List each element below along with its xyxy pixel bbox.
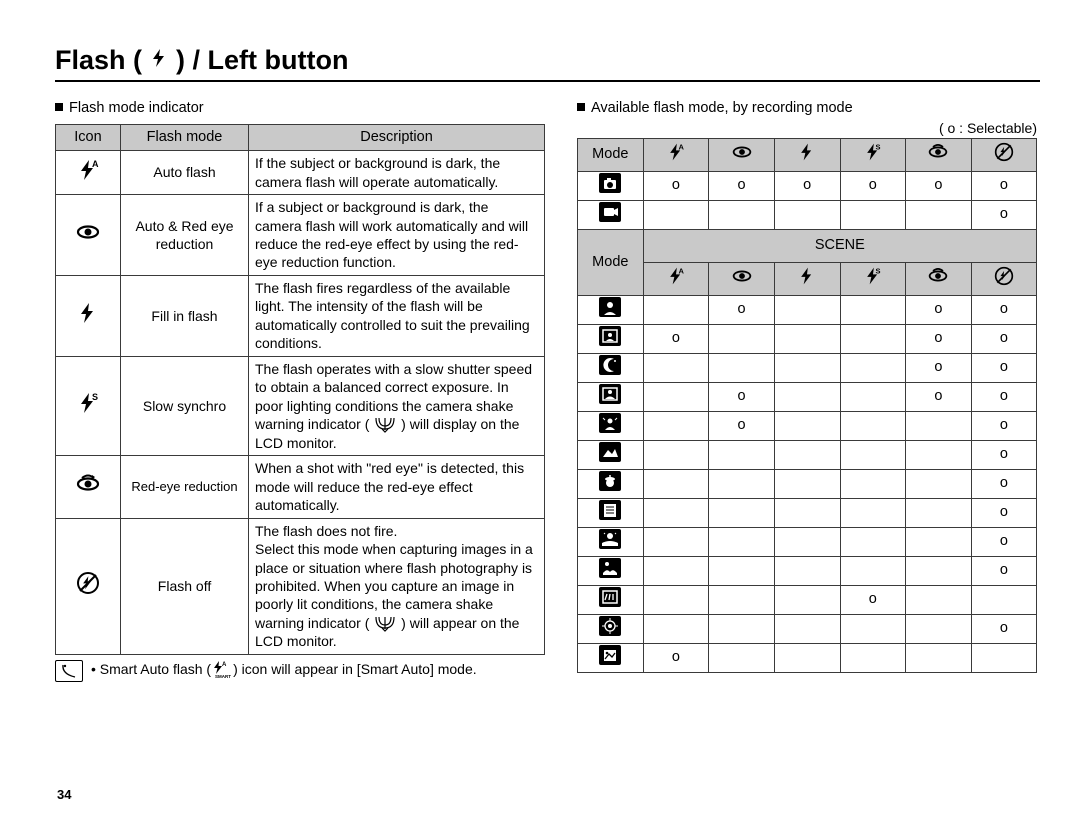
flash-desc-cell: If a subject or background is dark, the … <box>249 195 545 276</box>
flash-mode-cell: Auto flash <box>121 151 249 195</box>
svg-text:S: S <box>875 142 880 151</box>
flash-desc-cell: The flash operates with a slow shutter s… <box>249 356 545 455</box>
col-mode: Flash mode <box>121 125 249 151</box>
left-heading: Flash mode indicator <box>55 100 545 116</box>
flash-desc-cell: When a shot with "red eye" is detected, … <box>249 456 545 518</box>
page-number: 34 <box>57 787 71 802</box>
svg-text:A: A <box>678 142 684 151</box>
flash-desc-cell: The flash does not fire.Select this mode… <box>249 518 545 654</box>
smart-auto-note: • Smart Auto flash (ASMART) icon will ap… <box>55 660 545 682</box>
flash-desc-cell: If the subject or background is dark, th… <box>249 151 545 195</box>
col-desc: Description <box>249 125 545 151</box>
flash-mode-cell: Slow synchro <box>121 356 249 455</box>
flash-mode-cell: Fill in flash <box>121 275 249 356</box>
right-heading: Available flash mode, by recording mode <box>577 100 1037 116</box>
svg-text:A: A <box>92 159 99 169</box>
flash-icon-cell <box>56 275 121 356</box>
smart-flash-icon: A SMART <box>211 661 233 677</box>
col-icon: Icon <box>56 125 121 151</box>
flash-icon-cell <box>56 518 121 654</box>
flash-mode-table: Icon Flash mode Description A Auto flashI… <box>55 124 545 655</box>
flash-desc-cell: The flash fires regardless of the availa… <box>249 275 545 356</box>
flash-mode-cell: Flash off <box>121 518 249 654</box>
flash-mode-cell: Auto & Red eye reduction <box>121 195 249 276</box>
title-pre: Flash ( <box>55 45 142 76</box>
legend: ( o : Selectable) <box>577 120 1037 136</box>
svg-text:S: S <box>875 266 880 275</box>
flash-icon-cell: A <box>56 151 121 195</box>
svg-text:S: S <box>92 392 98 402</box>
flash-icon-cell <box>56 456 121 518</box>
flash-icon-cell <box>56 195 121 276</box>
svg-text:A: A <box>678 266 684 275</box>
flash-icon-cell: S <box>56 356 121 455</box>
availability-table: ModeASoooooooModeSCENEASoooooooooooooooo… <box>577 138 1037 673</box>
flash-icon <box>148 45 170 76</box>
title-post: ) / Left button <box>176 45 348 76</box>
flash-mode-cell: Red-eye reduction <box>121 456 249 518</box>
note-icon <box>55 660 83 682</box>
svg-text:SMART: SMART <box>215 674 231 678</box>
svg-text:A: A <box>222 662 227 668</box>
page-title: Flash ( ) / Left button <box>55 45 1040 82</box>
